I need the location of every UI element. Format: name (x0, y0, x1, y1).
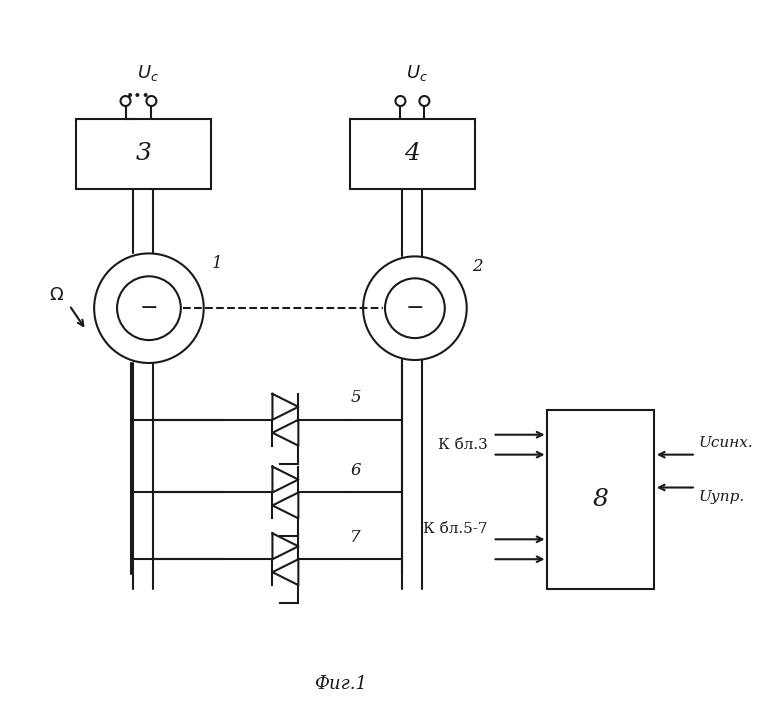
Circle shape (147, 96, 157, 106)
Circle shape (363, 257, 466, 360)
Text: −: − (406, 298, 424, 318)
Text: К бл.5-7: К бл.5-7 (423, 522, 488, 536)
Circle shape (117, 276, 181, 340)
Text: Uсинх.: Uсинх. (699, 435, 753, 450)
Circle shape (121, 96, 130, 106)
Bar (76, 119, 211, 189)
Text: 2: 2 (472, 258, 482, 275)
Text: 6: 6 (350, 462, 361, 479)
Circle shape (94, 253, 204, 363)
Bar (350, 119, 475, 189)
Text: 5: 5 (350, 389, 361, 407)
Text: 4: 4 (405, 142, 420, 165)
Text: −: − (140, 298, 158, 318)
Text: 8: 8 (593, 488, 608, 511)
Text: Uупр.: Uупр. (699, 490, 745, 505)
Text: 7: 7 (350, 528, 361, 546)
Circle shape (420, 96, 429, 106)
Text: $\Omega$: $\Omega$ (49, 286, 64, 304)
Text: •••: ••• (126, 89, 151, 103)
Text: Фиг.1: Фиг.1 (314, 675, 367, 693)
Text: 1: 1 (211, 255, 222, 272)
Circle shape (385, 278, 445, 338)
Text: $U_c$: $U_c$ (406, 63, 428, 83)
Circle shape (395, 96, 406, 106)
Text: $U_c$: $U_c$ (137, 63, 159, 83)
Text: 3: 3 (136, 142, 151, 165)
Bar (548, 410, 654, 589)
Text: К бл.3: К бл.3 (438, 438, 488, 451)
